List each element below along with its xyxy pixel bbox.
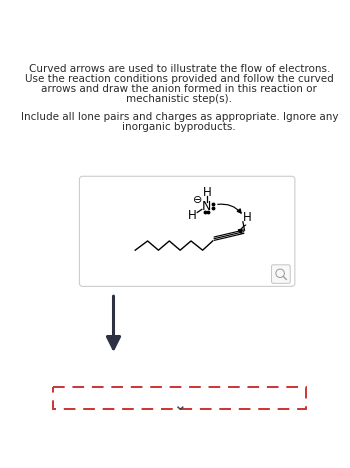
FancyBboxPatch shape	[79, 176, 295, 286]
Text: ⌄: ⌄	[173, 398, 186, 413]
Text: N: N	[202, 200, 211, 213]
Text: Curved arrows are used to illustrate the flow of electrons.: Curved arrows are used to illustrate the…	[29, 64, 330, 74]
Text: H: H	[203, 186, 212, 199]
Bar	[53, 387, 306, 409]
Text: H: H	[243, 212, 251, 224]
FancyArrowPatch shape	[218, 204, 241, 213]
FancyBboxPatch shape	[272, 265, 290, 283]
Text: inorganic byproducts.: inorganic byproducts.	[122, 122, 236, 132]
Text: arrows and draw the anion formed in this reaction or: arrows and draw the anion formed in this…	[41, 84, 317, 94]
Text: H: H	[188, 209, 197, 222]
Text: mechanistic step(s).: mechanistic step(s).	[126, 94, 232, 104]
Text: ⊖: ⊖	[193, 195, 203, 205]
Text: Use the reaction conditions provided and follow the curved: Use the reaction conditions provided and…	[25, 74, 334, 84]
FancyArrowPatch shape	[238, 225, 246, 233]
Text: Include all lone pairs and charges as appropriate. Ignore any: Include all lone pairs and charges as ap…	[21, 111, 338, 122]
